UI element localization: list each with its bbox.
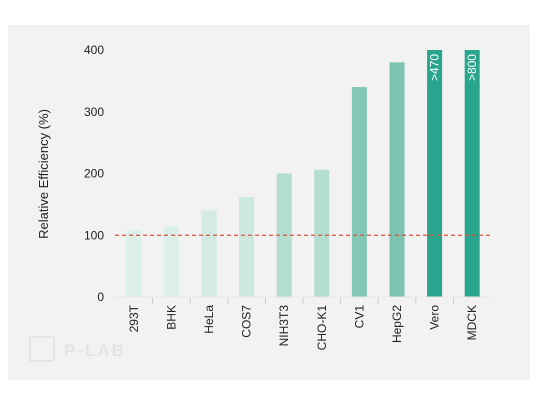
bar [201,210,217,297]
y-tick-label: 200 [84,167,104,181]
bar [239,196,255,297]
bar [314,169,330,297]
value-label: >470 [428,54,442,81]
x-tick-label: CV1 [352,305,366,329]
bar [163,225,179,297]
y-tick-label: 0 [97,290,104,304]
watermark-icon [29,336,55,362]
bar [351,87,367,297]
x-tick-label: NIH3T3 [277,305,291,347]
bar [427,50,443,298]
x-tick-label: Vero [428,305,442,330]
bar [389,62,405,297]
x-tick-label: BHK [164,305,178,330]
y-tick-label: 300 [84,105,104,119]
x-tick-label: HeLa [202,305,216,334]
x-tick-label: 293T [127,304,141,332]
value-label: >800 [465,54,479,81]
y-axis-label: Relative Efficiency (%) [36,109,51,239]
x-tick-label: MDCK [465,305,479,340]
bar [126,230,142,297]
panel [8,25,530,380]
watermark: P-LAB [64,341,126,360]
x-tick-label: CHO-K1 [315,305,329,351]
y-tick-label: 100 [84,228,104,242]
x-tick-label: COS7 [240,305,254,338]
x-tick-label: HepG2 [390,305,404,343]
y-tick-label: 400 [84,43,104,57]
